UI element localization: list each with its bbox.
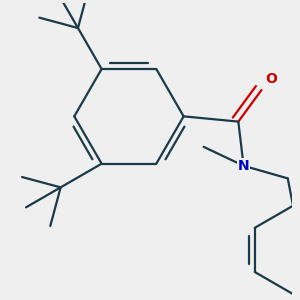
Text: N: N [238, 159, 249, 173]
Text: O: O [266, 72, 278, 86]
